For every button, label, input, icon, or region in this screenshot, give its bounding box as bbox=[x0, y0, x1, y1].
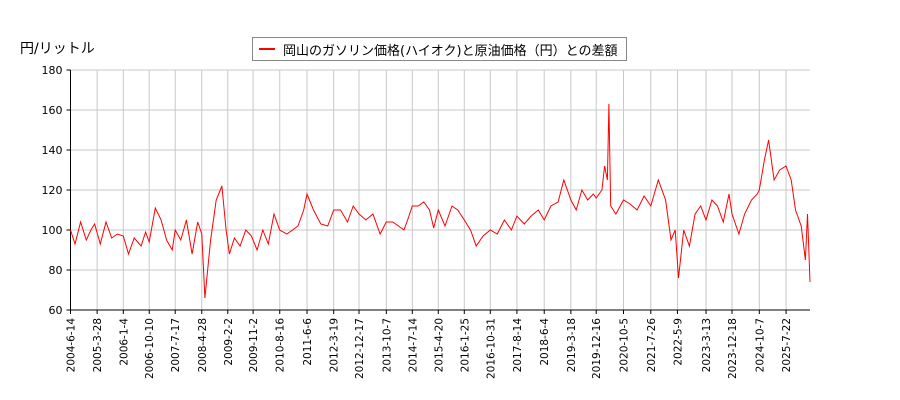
x-tick-label: 2024-10-7 bbox=[754, 318, 766, 372]
legend-label: 岡山のガソリン価格(ハイオク)と原油価格（円）との差額 bbox=[283, 43, 618, 59]
x-tick-label: 2005-3-28 bbox=[92, 318, 104, 372]
x-tick-label: 2016-10-31 bbox=[485, 318, 497, 379]
y-tick-label: 80 bbox=[49, 264, 63, 277]
legend-swatch bbox=[259, 48, 275, 50]
x-tick-label: 2006-1-4 bbox=[118, 318, 130, 366]
series-line bbox=[70, 103, 811, 299]
y-tick-label: 120 bbox=[42, 184, 63, 197]
x-tick-label: 2012-3-19 bbox=[329, 318, 341, 372]
legend: 岡山のガソリン価格(ハイオク)と原油価格（円）との差額 bbox=[252, 37, 627, 61]
y-tick-label: 140 bbox=[42, 144, 63, 157]
x-tick-label: 2020-10-5 bbox=[619, 318, 631, 372]
x-tick-label: 2023-12-18 bbox=[727, 318, 739, 379]
x-tick-label: 2021-7-26 bbox=[646, 318, 658, 373]
y-tick-label: 180 bbox=[42, 64, 63, 77]
x-tick-label: 2009-11-2 bbox=[248, 318, 260, 372]
x-tick-label: 2019-3-18 bbox=[566, 318, 578, 372]
x-tick-label: 2019-12-16 bbox=[591, 318, 603, 379]
x-tick-label: 2017-8-14 bbox=[512, 318, 524, 373]
x-tick-label: 2006-10-10 bbox=[144, 318, 156, 379]
x-tick-label: 2010-8-16 bbox=[275, 318, 287, 373]
x-tick-label: 2025-7-22 bbox=[781, 318, 793, 372]
x-tick-label: 2008-4-28 bbox=[197, 318, 209, 372]
x-tick-label: 2012-12-17 bbox=[354, 318, 366, 379]
x-tick-label: 2022-5-9 bbox=[672, 318, 684, 366]
y-tick-label: 160 bbox=[42, 104, 63, 117]
x-tick-label: 2009-2-2 bbox=[223, 318, 235, 366]
x-tick-label: 2014-7-14 bbox=[407, 318, 419, 373]
x-tick-label: 2023-3-13 bbox=[701, 318, 713, 372]
x-tick-label: 2016-1-25 bbox=[459, 318, 471, 372]
x-tick-label: 2011-6-6 bbox=[302, 318, 314, 366]
y-axis-label: 円/リットル bbox=[20, 41, 95, 57]
x-tick-label: 2004-6-14 bbox=[66, 318, 78, 373]
y-tick-label: 100 bbox=[42, 224, 63, 237]
x-tick-label: 2013-10-7 bbox=[381, 318, 393, 372]
y-tick-label: 60 bbox=[49, 304, 63, 317]
x-tick-label: 2018-6-4 bbox=[539, 318, 551, 366]
x-tick-label: 2007-7-17 bbox=[170, 318, 182, 372]
x-tick-label: 2015-4-20 bbox=[433, 318, 445, 372]
